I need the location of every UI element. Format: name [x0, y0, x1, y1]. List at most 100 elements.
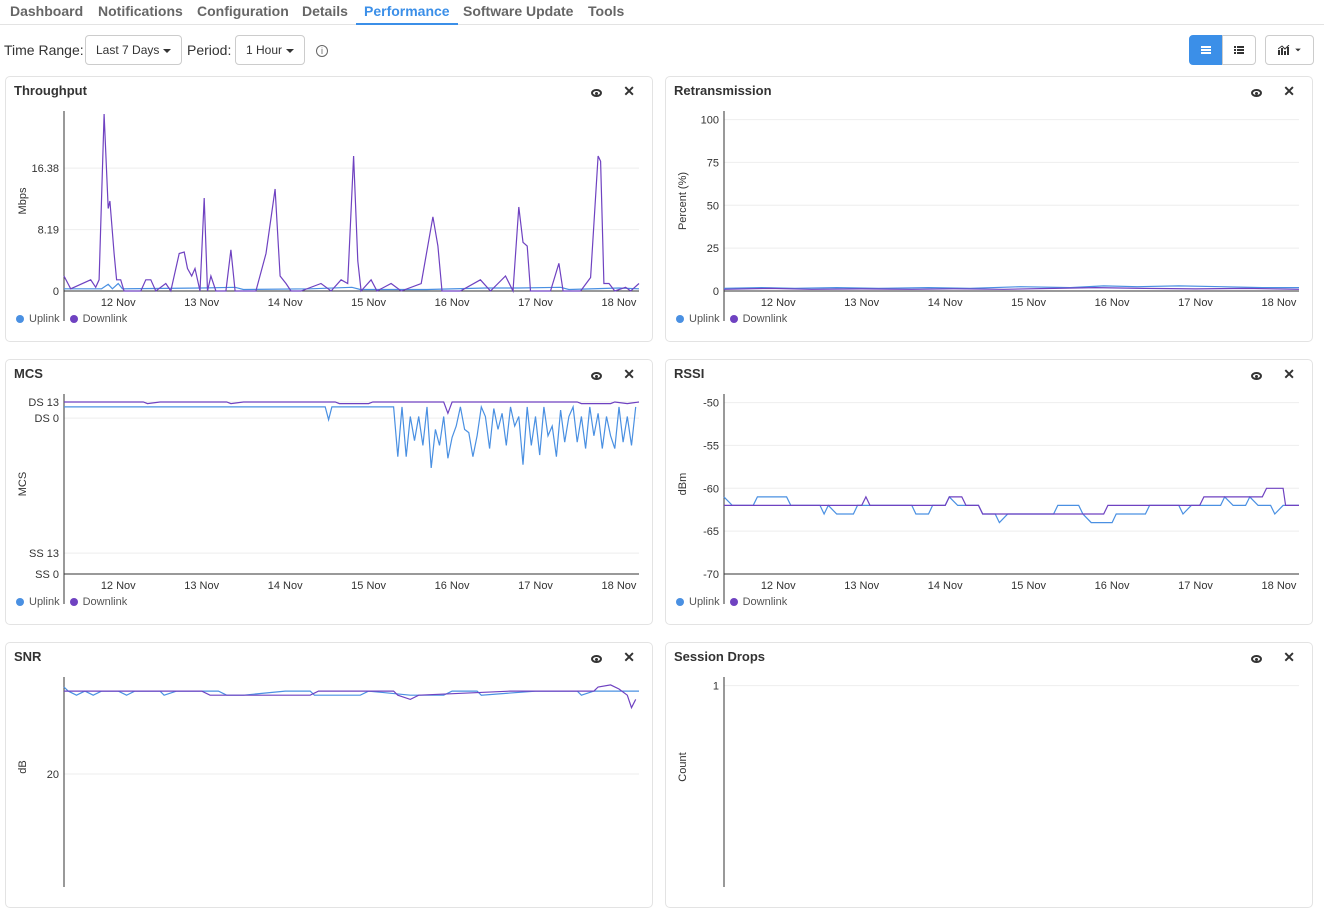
grid-view-button[interactable] — [1189, 35, 1223, 65]
chart-icon — [1277, 45, 1289, 55]
legend-item-uplink[interactable]: Uplink — [676, 313, 720, 325]
tab-configuration[interactable]: Configuration — [197, 3, 289, 19]
x-tick-label: 16 Nov — [435, 297, 470, 309]
downlink-series-line — [64, 401, 640, 416]
y-tick-label: 75 — [707, 157, 719, 169]
x-tick-label: 15 Nov — [351, 297, 386, 309]
eye-icon[interactable] — [1251, 372, 1262, 380]
close-icon[interactable]: ✕ — [623, 366, 635, 382]
x-tick-label: 16 Nov — [435, 580, 470, 592]
caret-down-icon — [286, 48, 295, 53]
list-view-icon — [1234, 46, 1244, 54]
snr-chart: 20 dB — [17, 677, 639, 887]
y-tick-label: -60 — [703, 483, 719, 495]
downlink-series-line — [64, 684, 637, 710]
legend-item-downlink[interactable]: Downlink — [69, 596, 127, 608]
x-tick-label: 18 Nov — [602, 297, 637, 309]
uplink-series-line — [723, 285, 1299, 290]
tab-software-update[interactable]: Software Update — [463, 3, 574, 19]
uplink-series-line — [64, 282, 640, 291]
panel-title: MCS — [14, 366, 43, 381]
x-tick-label: 12 Nov — [101, 297, 136, 309]
tab-performance[interactable]: Performance — [356, 3, 458, 25]
downlink-dot-icon — [69, 598, 78, 606]
tab-tools[interactable]: Tools — [588, 3, 625, 19]
y-tick-label: 25 — [707, 243, 719, 255]
rssi-chart: -70 -65 -60 -55 -50 dBm 12 Nov 13 Nov 14 Nov 15 N… — [677, 394, 1299, 604]
y-tick-label: DS 13 — [28, 397, 59, 409]
period-dropdown[interactable]: 1 Hour — [235, 35, 306, 65]
eye-icon[interactable] — [1251, 89, 1262, 97]
x-tick-label: 18 Nov — [1262, 297, 1297, 309]
downlink-dot-icon — [69, 315, 78, 323]
uplink-series-line — [723, 495, 1299, 524]
close-icon[interactable]: ✕ — [1283, 366, 1295, 382]
session-drops-chart: 1 Count — [677, 677, 1299, 887]
legend-item-downlink[interactable]: Downlink — [729, 313, 787, 325]
legend-label: Uplink — [689, 596, 720, 608]
uplink-series-line — [64, 404, 637, 468]
x-tick-label: 12 Nov — [761, 297, 796, 309]
eye-icon[interactable] — [1251, 655, 1262, 663]
x-tick-label: 17 Nov — [518, 297, 553, 309]
info-icon[interactable]: i — [316, 45, 328, 57]
legend-item-uplink[interactable]: Uplink — [16, 596, 60, 608]
y-tick-label: -70 — [703, 569, 719, 581]
list-view-button[interactable] — [1222, 35, 1256, 65]
caret-down-icon — [1294, 48, 1301, 52]
panel-title: Retransmission — [674, 83, 772, 98]
close-icon[interactable]: ✕ — [1283, 649, 1295, 665]
close-icon[interactable]: ✕ — [1283, 83, 1295, 99]
legend-label: Uplink — [689, 313, 720, 325]
y-tick-label: 20 — [47, 769, 59, 781]
x-tick-label: 13 Nov — [184, 297, 219, 309]
y-axis-label: Percent (%) — [677, 172, 689, 230]
chart-legend: Uplink Downlink — [676, 596, 787, 608]
close-icon[interactable]: ✕ — [623, 649, 635, 665]
close-icon[interactable]: ✕ — [623, 83, 635, 99]
y-tick-label: 0 — [53, 286, 59, 298]
chart-options-dropdown[interactable] — [1265, 35, 1314, 65]
legend-item-uplink[interactable]: Uplink — [676, 596, 720, 608]
y-tick-label: 0 — [713, 286, 719, 298]
panel-title: Session Drops — [674, 649, 766, 664]
x-tick-label: 17 Nov — [1178, 580, 1213, 592]
retransmission-panel: Retransmission ✕ 0 25 50 75 100 Percent (%) 12 … — [665, 76, 1313, 342]
y-tick-label: -65 — [703, 526, 719, 538]
tab-details[interactable]: Details — [302, 3, 348, 19]
uplink-dot-icon — [16, 315, 24, 323]
rssi-panel: RSSI ✕ -70 -65 -60 -55 -50 dBm 12 Nov 13 Nov 14 N… — [665, 359, 1313, 625]
x-tick-label: 17 Nov — [518, 580, 553, 592]
legend-label: Uplink — [29, 313, 60, 325]
y-tick-label: 16.38 — [31, 163, 59, 175]
eye-icon[interactable] — [591, 372, 602, 380]
y-axis-label: dBm — [677, 473, 689, 496]
legend-item-uplink[interactable]: Uplink — [16, 313, 60, 325]
mcs-chart: SS 0 SS 13 DS 0 DS 13 MCS 12 Nov 13 Nov 14 Nov 1… — [17, 394, 640, 604]
y-axis-label: MCS — [17, 472, 29, 496]
legend-item-downlink[interactable]: Downlink — [729, 596, 788, 608]
chart-legend: Uplink Downlink — [16, 596, 127, 608]
nav-tabs: Dashboard Notifications Configuration De… — [0, 0, 1324, 25]
chart-legend: Uplink Downlink — [16, 313, 127, 325]
y-tick-label: SS 0 — [35, 569, 59, 581]
x-tick-label: 13 Nov — [844, 580, 879, 592]
tab-dashboard[interactable]: Dashboard — [10, 3, 84, 19]
x-tick-label: 18 Nov — [1262, 580, 1297, 592]
downlink-dot-icon — [729, 598, 738, 606]
x-tick-label: 14 Nov — [928, 580, 963, 592]
caret-down-icon — [163, 48, 172, 53]
y-tick-label: 100 — [701, 115, 719, 127]
y-axis-label: Count — [677, 752, 689, 781]
x-tick-label: 14 Nov — [268, 580, 303, 592]
legend-label: Downlink — [742, 596, 788, 608]
legend-item-downlink[interactable]: Downlink — [69, 313, 127, 325]
mcs-panel: MCS ✕ SS 0 SS 13 DS 0 DS 13 MCS 12 Nov 13 Nov 14… — [5, 359, 653, 625]
x-tick-label: 16 Nov — [1095, 580, 1130, 592]
eye-icon[interactable] — [591, 89, 602, 97]
x-tick-label: 15 Nov — [1011, 580, 1046, 592]
grid-view-icon — [1201, 46, 1211, 54]
eye-icon[interactable] — [591, 655, 602, 663]
tab-notifications[interactable]: Notifications — [98, 3, 183, 19]
time-range-dropdown[interactable]: Last 7 Days — [85, 35, 183, 65]
